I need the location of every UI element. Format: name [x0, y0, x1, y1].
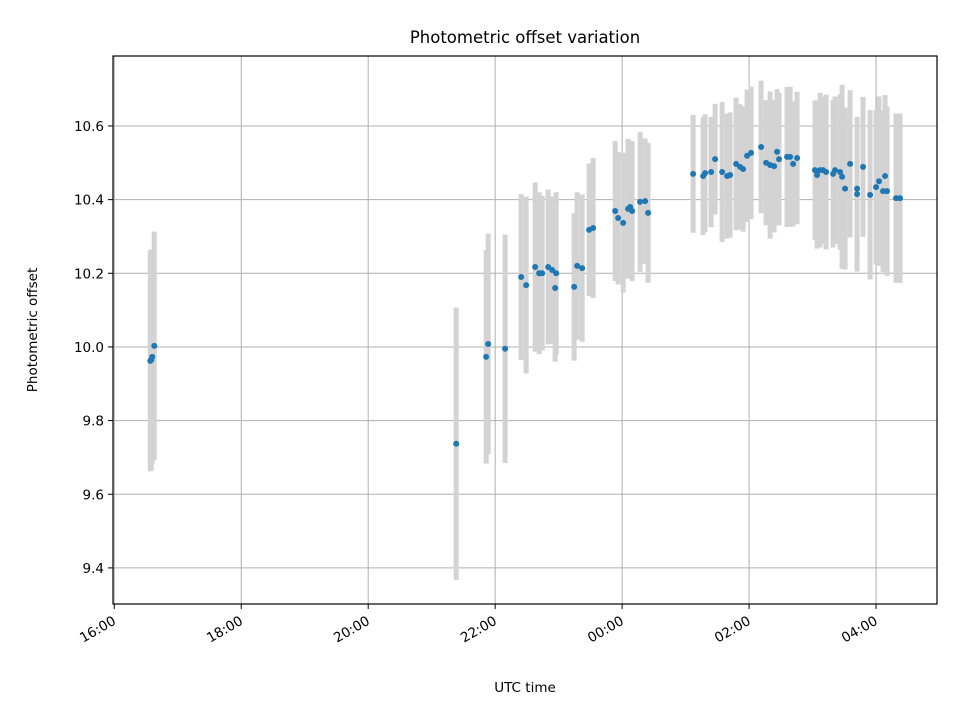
- y-tick-label: 9.8: [83, 414, 104, 430]
- data-point: [774, 148, 781, 155]
- data-point: [539, 270, 546, 277]
- data-point: [812, 167, 819, 174]
- data-point: [776, 156, 783, 163]
- data-point: [787, 153, 794, 160]
- data-point: [620, 219, 627, 226]
- data-point: [882, 173, 889, 180]
- data-point: [642, 198, 649, 205]
- data-point: [645, 209, 652, 216]
- data-point: [842, 185, 849, 192]
- data-point: [453, 440, 460, 447]
- data-point: [790, 160, 797, 167]
- data-point: [532, 264, 539, 271]
- data-point: [552, 285, 559, 292]
- data-point: [523, 282, 530, 289]
- data-point: [549, 266, 556, 273]
- data-point: [151, 342, 158, 349]
- data-point: [483, 353, 490, 360]
- data-point: [571, 283, 578, 290]
- data-point: [854, 185, 861, 192]
- data-point: [637, 198, 644, 205]
- y-axis-ticks: 9.4 9.6 9.8 10.0 10.2 10.4 10.6: [74, 119, 113, 577]
- data-point: [579, 265, 586, 272]
- x-axis-label: UTC time: [494, 680, 556, 696]
- data-point: [518, 273, 525, 280]
- data-point: [727, 171, 734, 178]
- data-point: [712, 156, 719, 163]
- data-point: [837, 169, 844, 176]
- data-point: [615, 215, 622, 222]
- y-tick-label: 9.6: [83, 487, 104, 503]
- data-point: [629, 208, 636, 215]
- data-point: [823, 169, 830, 176]
- data-point: [884, 188, 891, 195]
- data-point: [867, 191, 874, 198]
- data-point: [553, 270, 560, 277]
- data-point: [740, 166, 747, 173]
- y-tick-label: 10.6: [74, 119, 104, 135]
- data-point: [690, 170, 697, 177]
- y-axis-label: Photometric offset: [25, 268, 41, 392]
- y-tick-label: 10.2: [74, 266, 104, 282]
- plot-frame: [112, 55, 938, 605]
- data-point: [149, 353, 156, 360]
- data-point: [839, 173, 846, 180]
- data-point: [502, 345, 509, 352]
- data-point: [612, 208, 619, 215]
- data-point: [847, 160, 854, 167]
- y-tick-label: 9.4: [83, 561, 104, 577]
- data-point: [708, 169, 715, 176]
- data-point: [873, 184, 880, 191]
- chart-title: Photometric offset variation: [410, 28, 640, 47]
- data-point: [794, 155, 801, 162]
- y-tick-label: 10.4: [74, 193, 104, 209]
- data-point: [876, 178, 883, 185]
- data-points: [147, 143, 904, 447]
- data-point: [574, 262, 581, 269]
- data-point: [748, 149, 755, 156]
- data-point: [485, 340, 492, 347]
- data-point: [590, 224, 597, 231]
- data-point: [897, 195, 904, 202]
- data-point: [771, 163, 778, 170]
- data-point: [758, 143, 765, 150]
- data-point: [854, 191, 861, 198]
- data-point: [832, 167, 839, 174]
- y-tick-label: 10.0: [74, 340, 104, 356]
- data-point: [860, 163, 867, 170]
- data-point: [719, 169, 726, 176]
- data-point: [814, 171, 821, 178]
- data-point: [702, 170, 709, 177]
